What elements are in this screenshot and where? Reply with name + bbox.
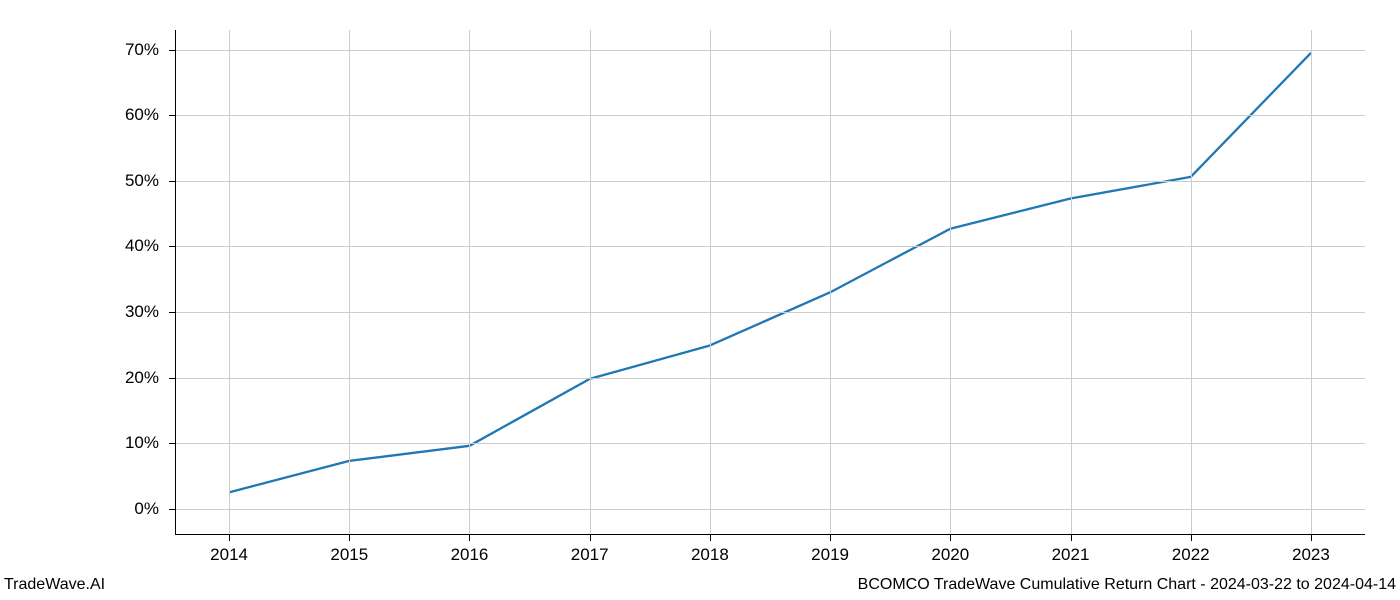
- chart-container: 0% 10% 20% 30% 40% 50% 60% 70% 2014 2015 2016 2017 2…: [0, 0, 1400, 600]
- y-tick-label: 0%: [134, 499, 159, 519]
- y-tick-label: 50%: [125, 171, 159, 191]
- x-tick-mark: [1191, 535, 1192, 541]
- x-gridline: [229, 30, 230, 535]
- y-tick-label: 30%: [125, 302, 159, 322]
- x-gridline: [1311, 30, 1312, 535]
- x-tick-label: 2014: [210, 545, 248, 565]
- y-gridline: [175, 115, 1365, 116]
- y-tick-label: 10%: [125, 433, 159, 453]
- y-gridline: [175, 312, 1365, 313]
- x-tick-mark: [1311, 535, 1312, 541]
- x-tick-mark: [469, 535, 470, 541]
- x-gridline: [349, 30, 350, 535]
- x-gridline: [1191, 30, 1192, 535]
- y-tick-label: 40%: [125, 236, 159, 256]
- x-tick-mark: [710, 535, 711, 541]
- y-tick-label: 70%: [125, 40, 159, 60]
- x-tick-mark: [590, 535, 591, 541]
- x-tick-mark: [830, 535, 831, 541]
- footer-left-text: TradeWave.AI: [4, 576, 105, 594]
- x-tick-mark: [349, 535, 350, 541]
- y-tick-label: 20%: [125, 368, 159, 388]
- x-tick-label: 2022: [1172, 545, 1210, 565]
- x-axis-line: [175, 534, 1365, 535]
- x-tick-label: 2020: [931, 545, 969, 565]
- x-gridline: [950, 30, 951, 535]
- y-gridline: [175, 378, 1365, 379]
- x-tick-mark: [950, 535, 951, 541]
- y-axis-line: [175, 30, 176, 535]
- x-tick-label: 2021: [1052, 545, 1090, 565]
- x-tick-label: 2016: [451, 545, 489, 565]
- y-gridline: [175, 50, 1365, 51]
- x-gridline: [590, 30, 591, 535]
- y-gridline: [175, 246, 1365, 247]
- x-tick-mark: [229, 535, 230, 541]
- x-tick-label: 2023: [1292, 545, 1330, 565]
- x-gridline: [1071, 30, 1072, 535]
- footer-right-text: BCOMCO TradeWave Cumulative Return Chart…: [858, 576, 1396, 594]
- x-gridline: [830, 30, 831, 535]
- line-series: [175, 30, 1365, 535]
- y-tick-label: 60%: [125, 105, 159, 125]
- y-gridline: [175, 443, 1365, 444]
- x-tick-label: 2019: [811, 545, 849, 565]
- x-gridline: [469, 30, 470, 535]
- series-line: [229, 53, 1311, 492]
- x-tick-mark: [1071, 535, 1072, 541]
- plot-area: 0%10%20%30%40%50%60%70%20142015201620172…: [175, 30, 1365, 535]
- x-tick-label: 2015: [330, 545, 368, 565]
- x-gridline: [710, 30, 711, 535]
- y-gridline: [175, 181, 1365, 182]
- x-tick-label: 2017: [571, 545, 609, 565]
- y-gridline: [175, 509, 1365, 510]
- x-tick-label: 2018: [691, 545, 729, 565]
